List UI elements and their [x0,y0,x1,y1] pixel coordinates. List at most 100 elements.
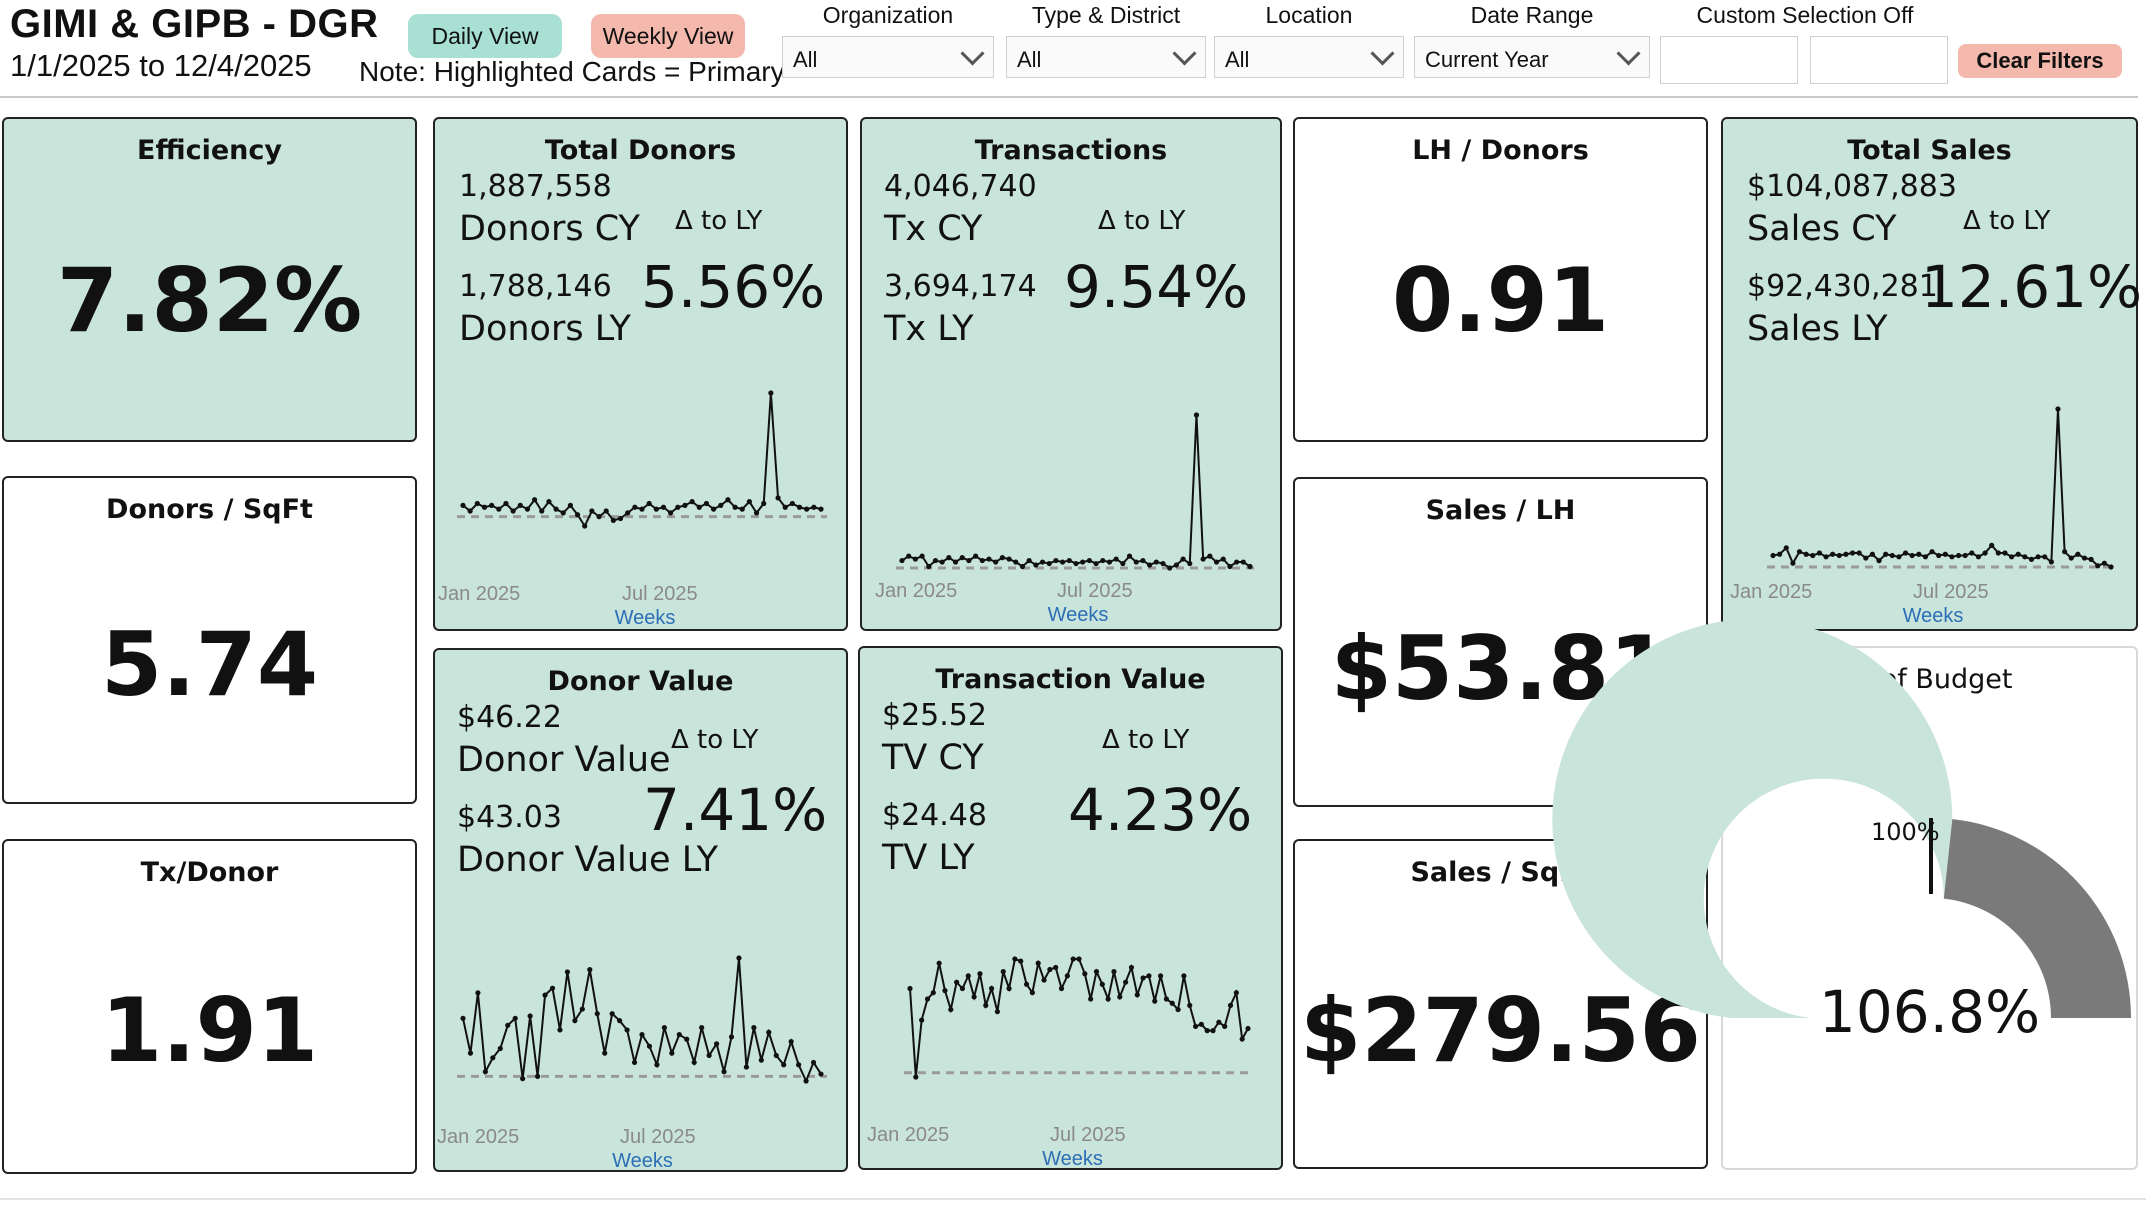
organization-value: All [793,47,818,72]
tx-ly-label: Tx LY [884,309,974,349]
tx-ly-value: 3,694,174 [884,269,1037,304]
data-point [775,495,781,501]
tx-donor-card[interactable]: Tx/Donor 1.91 [2,839,417,1174]
data-point [930,990,936,996]
data-point [1883,551,1889,557]
data-point [718,502,724,508]
data-point [1216,1019,1222,1025]
location-label: Location [1265,2,1353,28]
data-point [460,1015,466,1021]
donor-value-card[interactable]: Donor Value $46.22 Donor Value Δ to LY $… [433,648,848,1172]
date-range-dropdown[interactable]: Current Year [1414,36,1650,78]
data-point [1093,560,1099,567]
data-point [1180,556,1186,562]
series-line [462,392,822,529]
location-value: All [1225,47,1250,72]
data-point [781,1062,787,1068]
daily-view-button[interactable]: Daily View [408,14,562,58]
data-point [1207,553,1213,559]
donors-sqft-card[interactable]: Donors / SqFt 5.74 [2,476,417,804]
custom-end-input[interactable] [1810,36,1948,84]
data-point [751,1025,757,1031]
data-point [1245,1025,1251,1032]
data-point [1169,1000,1175,1006]
primary-note: Note: Highlighted Cards = Primary* [359,56,796,87]
sales-sqft-card[interactable]: Sales / SqFt $279.56 [1293,839,1708,1169]
budget-card[interactable]: % of Budget 100% 106.8% [1552,619,2138,1170]
data-point [703,500,710,507]
data-point [1849,550,1856,556]
data-point [682,502,688,508]
data-point [574,512,581,518]
data-point [986,556,992,562]
lh-donors-card[interactable]: LH / Donors 0.91 [1293,117,1708,442]
efficiency-card[interactable]: Efficiency 7.82% [2,117,417,442]
card-title: Transactions [974,135,1168,166]
data-point [1187,1002,1193,1008]
data-point [2101,560,2107,566]
data-point [1922,554,1929,560]
card-title: Sales / LH [1425,495,1576,526]
donor-value-sparkline [457,955,827,1084]
data-point [706,1052,712,1059]
data-point [1175,1006,1181,1013]
data-point [1006,556,1012,562]
data-point [1173,562,1179,568]
data-point [1783,545,1789,551]
data-point [1026,557,1032,564]
data-point [490,1055,496,1061]
chevron-down-icon [960,41,985,66]
organization-dropdown[interactable]: All [782,36,994,78]
type-district-dropdown[interactable]: All [1006,36,1206,78]
data-point [1128,964,1135,971]
data-point [2028,556,2035,562]
gauge-remaining-arc [1943,819,2131,1018]
custom-start-input[interactable] [1660,36,1798,84]
data-point [542,992,548,998]
x-tick: Jan 2025 [1730,581,1813,603]
tx-delta-value: 9.54% [1064,253,1249,321]
data-point [1810,552,1816,559]
data-point [1073,560,1079,567]
data-point [942,988,948,994]
data-point [617,515,624,522]
data-point [1234,559,1240,565]
sales-delta-value: 12.61% [1921,253,2143,321]
data-point [713,1041,720,1047]
data-point [912,556,918,562]
data-point [1066,557,1072,564]
data-point [899,557,905,564]
location-dropdown[interactable]: All [1214,36,1404,78]
data-point [564,969,571,975]
data-point [959,555,965,561]
clear-filters-button[interactable]: Clear Filters [1958,44,2122,78]
data-point [932,557,939,564]
data-point [1233,990,1239,996]
data-point [768,390,774,396]
transaction-value-card[interactable]: Transaction Value $25.52 TV CY Δ to LY $… [858,646,1283,1170]
chevron-down-icon [1370,41,1395,66]
delta-label: Δ to LY [675,206,763,236]
total-sales-card[interactable]: Total Sales $104,087,883 Sales CY Δ to L… [1721,117,2142,631]
data-point [557,1027,563,1033]
data-point [1053,964,1059,971]
data-point [1086,557,1092,564]
transactions-card[interactable]: Transactions 4,046,740 Tx CY Δ to LY 3,6… [860,117,1282,631]
total-donors-card[interactable]: Total Donors 1,887,558 Donors CY Δ to LY… [433,117,848,631]
delta-label: Δ to LY [1102,725,1190,755]
data-point [1029,990,1035,996]
data-point [1240,559,1246,565]
data-point [954,979,960,985]
data-point [1955,552,1962,559]
data-point [1080,559,1086,565]
data-point [1018,958,1024,964]
data-point [625,510,631,516]
data-point [1123,979,1129,985]
bottom-divider [0,1198,2146,1200]
data-point [481,504,488,510]
data-point [1204,1028,1210,1034]
data-point [603,508,609,514]
weekly-view-button[interactable]: Weekly View [591,14,745,58]
data-point [743,1064,750,1070]
sales-lh-card[interactable]: Sales / LH $53.81 [1293,477,1708,807]
